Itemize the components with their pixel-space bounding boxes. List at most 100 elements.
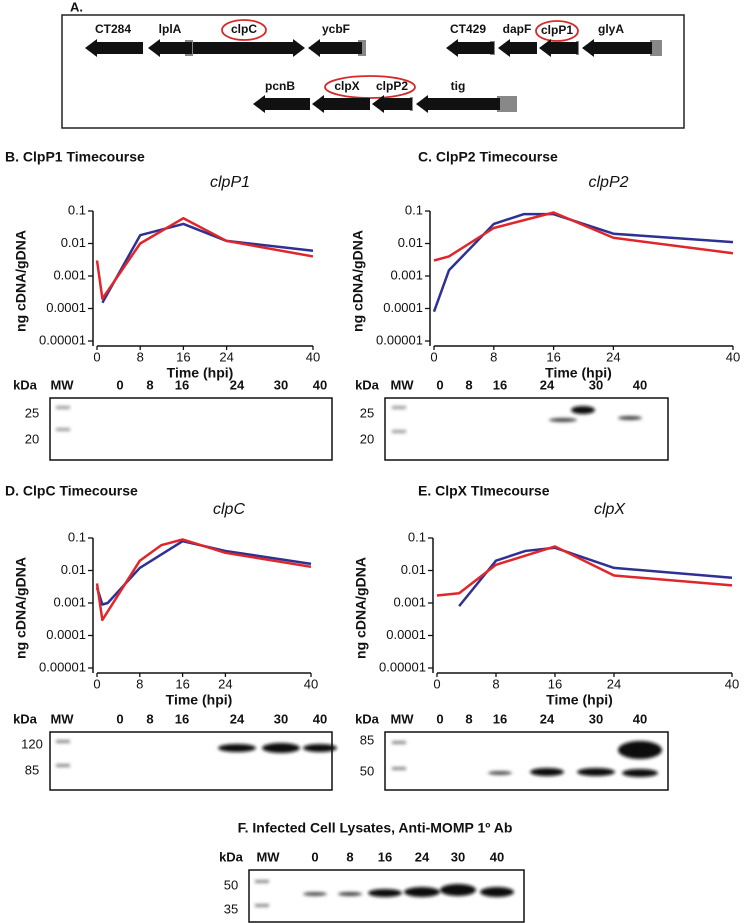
blot-box (384, 731, 669, 791)
blot-lane-label: 16 (175, 711, 189, 726)
blot-lane-label: 30 (589, 711, 603, 726)
x-tick-label: 24 (607, 676, 621, 691)
chart-title: clpC (213, 501, 245, 518)
y-axis-label: ng cDNA/gDNA (350, 230, 366, 332)
blot-lane-label: 0 (311, 849, 318, 864)
blot-marker: 20 (360, 431, 374, 446)
gene-arrow (582, 39, 652, 57)
blot-lane-label: 40 (313, 377, 327, 392)
data-line (432, 212, 734, 313)
blot-lane-label: 16 (175, 377, 189, 392)
panel-title: F. Infected Cell Lysates, Anti-MOMP 1º A… (238, 820, 513, 836)
chart-title: clpX (594, 501, 626, 518)
y-tick-label: 0.00001 (39, 659, 86, 674)
gene-arrow (372, 95, 412, 113)
blot-marker: 25 (360, 405, 374, 420)
x-tick-label: 40 (726, 349, 740, 364)
blot-lane-label: 0 (436, 711, 443, 726)
gene-map-box (61, 14, 685, 129)
blot-marker: 20 (25, 431, 39, 446)
y-axis-label: ng cDNA/gDNA (13, 557, 29, 659)
y-tick-label: 0.00001 (376, 332, 423, 347)
data-line (95, 216, 314, 300)
data-line (433, 211, 734, 262)
y-tick-label: 0.1 (68, 529, 86, 544)
blot-box (384, 397, 669, 461)
blot-marker: 85 (360, 732, 374, 747)
blot-lane-label: 8 (146, 711, 153, 726)
gene-arrow (85, 39, 143, 57)
blot-lane-label: 24 (540, 711, 555, 726)
y-axis-label: ng cDNA/gDNA (13, 230, 29, 332)
blot-lane-label: kDa (13, 377, 38, 392)
blot-marker: 50 (360, 763, 374, 778)
blot-marker: 35 (224, 901, 238, 916)
gene-label: clpP2 (376, 79, 408, 93)
blot-lane-label: 30 (274, 711, 288, 726)
blot-lane-label: 0 (116, 377, 123, 392)
blot-lane-label: kDa (355, 711, 380, 726)
panel-label: A. (70, 0, 83, 14)
blot-lane-label: 40 (633, 377, 647, 392)
blot-lane-label: kDa (355, 377, 380, 392)
blot-lane-label: 8 (146, 377, 153, 392)
chart-title: clpP1 (210, 174, 250, 191)
gene-label: clpC (231, 22, 257, 36)
blot-lane-label: 40 (313, 711, 327, 726)
blot-marker: 25 (25, 405, 39, 420)
y-tick-label: 0.1 (68, 202, 86, 217)
blot-lane-label: 16 (378, 849, 392, 864)
blot-lane-label: 24 (230, 377, 245, 392)
x-axis-label: Time (hpi) (546, 692, 613, 708)
gene-arrow (193, 39, 305, 57)
x-tick-label: 0 (433, 676, 440, 691)
blot-lane-label: 24 (230, 711, 245, 726)
blot-lane-label: MW (50, 711, 74, 726)
data-line (436, 545, 733, 597)
x-tick-label: 16 (548, 676, 562, 691)
x-tick-label: 40 (725, 676, 739, 691)
blot-marker: 120 (21, 736, 43, 751)
blot-lane-label: 24 (415, 849, 430, 864)
x-tick-label: 0 (93, 349, 100, 364)
blot-lane-label: kDa (219, 849, 244, 864)
blot-lane-label: 16 (493, 377, 507, 392)
y-tick-label: 0.001 (393, 594, 426, 609)
gene-arrow (148, 39, 192, 57)
blot-lane-label: 40 (490, 849, 504, 864)
blot-lane-label: 0 (116, 711, 123, 726)
x-tick-label: 8 (490, 349, 497, 364)
y-tick-label: 0.01 (401, 562, 426, 577)
blot-lane-label: 24 (540, 377, 555, 392)
x-tick-label: 16 (175, 676, 189, 691)
x-tick-label: 16 (176, 349, 190, 364)
y-tick-label: 0.0001 (383, 300, 423, 315)
panel-title: C. ClpP2 Timecourse (418, 149, 558, 165)
gene-arrow (446, 39, 494, 57)
blot-lane-label: 0 (436, 377, 443, 392)
panel-title: B. ClpP1 Timecourse (5, 149, 145, 165)
gene-arrow (498, 39, 537, 57)
blot-lane-label: 30 (274, 377, 288, 392)
y-tick-label: 0.1 (405, 202, 423, 217)
data-line (95, 538, 312, 622)
gene-arrow (416, 95, 500, 113)
x-tick-label: 40 (306, 349, 320, 364)
gene-label: CT284 (95, 22, 131, 36)
panel-title: D. ClpC Timecourse (5, 483, 138, 499)
gene-label: tig (451, 79, 466, 93)
x-axis-label: Time (hpi) (166, 692, 233, 708)
blot-box (49, 731, 333, 791)
y-tick-label: 0.01 (61, 235, 86, 250)
blot-marker: 50 (224, 877, 238, 892)
x-tick-label: 8 (136, 676, 143, 691)
y-tick-label: 0.01 (61, 562, 86, 577)
data-line (101, 222, 314, 304)
y-tick-label: 0.1 (408, 529, 426, 544)
blot-lane-label: MW (390, 711, 414, 726)
x-axis-label: Time (hpi) (167, 365, 234, 381)
blot-box (49, 397, 333, 461)
y-tick-label: 0.0001 (46, 627, 86, 642)
blot-lane-label: MW (256, 849, 280, 864)
